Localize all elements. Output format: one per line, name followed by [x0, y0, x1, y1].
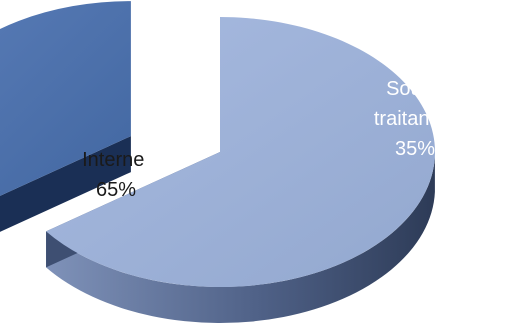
pie-slice-interne — [46, 17, 436, 287]
pie-wall-sous-traitance — [0, 136, 131, 232]
pie-side-interne — [46, 155, 435, 323]
pie-slice-sous-traitance — [0, 1, 131, 196]
slice-label-sous-traitance: Sous- traitance 35% — [374, 78, 456, 160]
slice-label-interne: Interne 65% — [82, 149, 150, 201]
